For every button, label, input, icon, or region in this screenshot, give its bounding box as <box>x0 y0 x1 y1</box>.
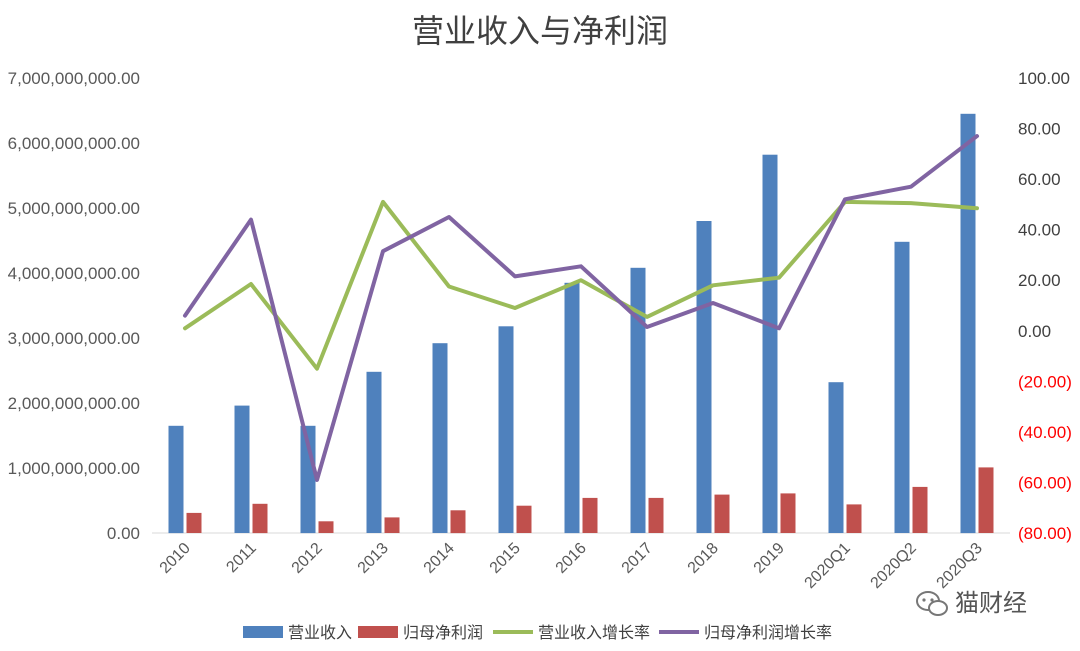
y-right-tick-label: (20.00) <box>1018 372 1072 391</box>
net-profit-bar <box>912 486 928 533</box>
legend: 营业收入 归母净利润 营业收入增长率 归母净利润增长率 <box>243 623 832 642</box>
y-right-tick-label: 100.00 <box>1018 69 1070 88</box>
legend-label: 归母净利润增长率 <box>704 623 832 642</box>
revenue-bar <box>366 371 382 533</box>
y-left-tick-label: 3,000,000,000.00 <box>8 329 140 348</box>
y-right-tick-label: (80.00) <box>1018 524 1072 543</box>
y-right-tick-label: 20.00 <box>1018 271 1061 290</box>
bars-group <box>168 113 994 534</box>
y-left-tick-label: 1,000,000,000.00 <box>8 459 140 478</box>
x-tick-label: 2020Q3 <box>934 540 986 592</box>
y-right-tick-label: 60.00 <box>1018 170 1061 189</box>
x-tick-label: 2020Q1 <box>802 540 854 592</box>
revenue-bar <box>630 267 646 533</box>
net-profit-bar <box>846 504 862 533</box>
net-profit-bar <box>318 521 334 533</box>
y-right-tick-label: 40.00 <box>1018 221 1061 240</box>
net-profit-bar <box>252 503 268 534</box>
x-tick-label: 2013 <box>355 540 392 577</box>
legend-swatch <box>243 626 283 638</box>
x-tick-label: 2018 <box>685 540 722 577</box>
x-tick-label: 2014 <box>421 540 458 577</box>
net-profit-bar <box>648 497 664 533</box>
revenue-bar <box>960 113 976 534</box>
net-profit-bar <box>384 517 400 533</box>
legend-swatch <box>358 626 398 638</box>
y-left-axis: 0.00 1,000,000,000.00 2,000,000,000.00 3,00… <box>8 69 140 543</box>
y-left-tick-label: 0.00 <box>107 524 140 543</box>
y-right-axis: (80.00) (60.00) (40.00) (20.00) 0.00 20.00 40.… <box>1018 69 1072 543</box>
y-right-tick-label: 0.00 <box>1018 322 1051 341</box>
revenue-growth-line <box>183 199 979 371</box>
revenue-bar <box>762 154 778 533</box>
y-left-tick-label: 4,000,000,000.00 <box>8 264 140 283</box>
net-profit-bar <box>186 512 202 533</box>
x-tick-label: 2015 <box>487 540 524 577</box>
x-axis: 2010 2011 2012 2013 2014 2015 2016 2017 2018 2019… <box>157 540 986 592</box>
x-tick-label: 2010 <box>157 540 194 577</box>
revenue-bar <box>828 382 844 533</box>
legend-label: 营业收入增长率 <box>538 623 650 642</box>
y-right-tick-label: 80.00 <box>1018 120 1061 139</box>
y-left-tick-label: 7,000,000,000.00 <box>8 69 140 88</box>
net-profit-bar <box>978 467 994 533</box>
watermark-text: 猫财经 <box>955 589 1027 617</box>
net-profit-bar <box>714 494 730 533</box>
revenue-bar <box>498 326 514 533</box>
y-right-tick-label: (40.00) <box>1018 423 1072 442</box>
y-right-tick-label: (60.00) <box>1018 473 1072 492</box>
revenue-bar <box>234 405 250 533</box>
watermark: 猫财经 <box>916 589 1027 617</box>
net-profit-growth-line <box>183 134 979 482</box>
x-tick-label: 2019 <box>751 540 788 577</box>
y-left-tick-label: 2,000,000,000.00 <box>8 394 140 413</box>
lines-group <box>183 134 979 482</box>
revenue-bar <box>432 343 448 533</box>
revenue-bar <box>894 241 910 534</box>
revenue-bar <box>696 221 712 533</box>
net-profit-bar <box>450 510 466 534</box>
y-left-tick-label: 5,000,000,000.00 <box>8 199 140 218</box>
net-profit-bar <box>780 493 796 533</box>
legend-label: 营业收入 <box>288 623 352 642</box>
x-tick-label: 2017 <box>619 540 656 577</box>
x-tick-label: 2012 <box>289 540 326 577</box>
wechat-icon <box>916 591 948 616</box>
legend-label: 归母净利润 <box>403 623 483 642</box>
net-profit-bar <box>516 505 532 533</box>
net-profit-bar <box>582 497 598 533</box>
x-tick-label: 2011 <box>223 540 259 576</box>
revenue-bar <box>564 282 580 534</box>
x-tick-label: 2016 <box>553 540 590 577</box>
chart-title: 营业收入与净利润 <box>412 12 668 50</box>
revenue-bar <box>168 425 184 534</box>
x-tick-label: 2020Q2 <box>868 540 920 592</box>
y-left-tick-label: 6,000,000,000.00 <box>8 134 140 153</box>
